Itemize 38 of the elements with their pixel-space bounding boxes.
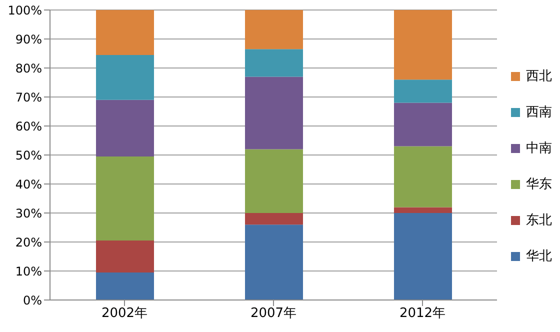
bar xyxy=(96,54,154,100)
bar xyxy=(245,10,303,50)
y-tick-label: 20% xyxy=(15,235,42,250)
bar xyxy=(96,272,154,300)
y-tick-label: 50% xyxy=(15,148,42,162)
y-tick-label: 70% xyxy=(15,90,42,104)
bar xyxy=(394,10,452,80)
y-tick-label: 40% xyxy=(15,177,42,192)
bar xyxy=(96,10,154,55)
y-tick-label: 10% xyxy=(15,264,42,278)
legend-label: 东北 xyxy=(526,212,552,229)
legend-label: 西南 xyxy=(526,104,552,121)
legend-label: 西北 xyxy=(526,68,552,85)
bar xyxy=(394,102,452,146)
legend-label: 华北 xyxy=(526,248,552,265)
y-tick-label: 90% xyxy=(15,32,42,46)
bar xyxy=(245,149,303,213)
bar xyxy=(245,49,303,77)
bar xyxy=(394,207,452,213)
bar xyxy=(394,213,452,300)
y-tick-label: 60% xyxy=(15,119,42,134)
bar xyxy=(245,213,303,225)
bar xyxy=(394,80,452,103)
y-tick-label: 0% xyxy=(22,293,42,308)
x-tick-label: 2007年 xyxy=(250,306,297,322)
legend-label: 中南 xyxy=(526,140,552,157)
y-tick-label: 100% xyxy=(8,3,42,18)
x-tick-label: 2002年 xyxy=(101,306,148,322)
bar xyxy=(96,156,154,241)
x-tick-label: 2012年 xyxy=(399,306,446,322)
bar xyxy=(245,76,303,150)
legend-label: 华东 xyxy=(526,176,552,193)
bar xyxy=(394,146,452,208)
y-tick-label: 30% xyxy=(15,206,42,220)
y-tick-label: 80% xyxy=(15,61,42,76)
bar xyxy=(96,240,154,272)
bar xyxy=(245,224,303,300)
bar xyxy=(96,100,154,156)
